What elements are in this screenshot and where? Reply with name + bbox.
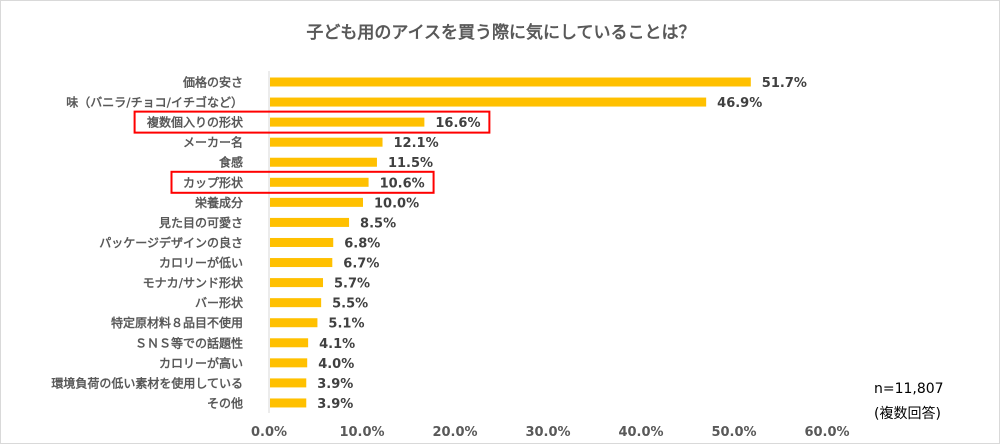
data-label: 16.6% <box>435 116 480 131</box>
data-label: 46.9% <box>717 96 762 111</box>
data-label: 6.7% <box>343 257 379 272</box>
bar <box>270 398 307 408</box>
data-label: 5.1% <box>328 317 364 332</box>
data-label: 4.1% <box>319 337 355 352</box>
category-label: カロリーが高い <box>159 355 243 370</box>
bar <box>270 77 751 87</box>
bar <box>270 117 425 127</box>
sample-size-note: n=11,807 <box>874 381 944 397</box>
bar <box>270 137 383 147</box>
bar <box>270 338 309 348</box>
data-label: 5.7% <box>334 277 370 292</box>
category-label: 特定原材料８品目不使用 <box>111 315 243 330</box>
bar <box>270 197 363 207</box>
data-label: 4.0% <box>318 357 354 372</box>
bar <box>270 298 322 308</box>
bar <box>270 157 377 167</box>
x-tick-label: 10.0% <box>339 425 384 440</box>
bar <box>270 177 369 187</box>
category-label: モナカ/サンド形状 <box>143 275 244 290</box>
multiple-answer-note: (複数回答) <box>874 405 941 422</box>
category-label: 栄養成分 <box>194 195 243 210</box>
data-label: 11.5% <box>388 156 433 171</box>
category-label: 環境負荷の低い素材を使用している <box>51 375 243 390</box>
category-label: メーカー名 <box>183 135 243 150</box>
category-label: 食感 <box>218 155 243 170</box>
category-label: パッケージデザインの良さ <box>99 235 243 250</box>
x-tick-label: 60.0% <box>804 425 849 440</box>
category-label: 見た目の可愛さ <box>158 215 243 230</box>
bar <box>270 378 307 388</box>
bar <box>270 217 350 227</box>
category-label: 複数個入りの形状 <box>146 115 244 130</box>
bar <box>270 258 333 268</box>
data-label: 3.9% <box>317 377 353 392</box>
category-label: 味（バニラ/チョコ/イチゴなど） <box>66 95 243 110</box>
x-tick-label: 0.0% <box>251 425 287 440</box>
category-label: カップ形状 <box>183 175 244 190</box>
category-label: カロリーが低い <box>159 255 243 270</box>
bar <box>270 237 334 247</box>
bar <box>270 358 308 368</box>
data-label: 10.6% <box>380 176 425 191</box>
data-label: 3.9% <box>317 397 353 412</box>
highlight-box <box>170 170 435 194</box>
category-label: バー形状 <box>195 295 244 310</box>
category-label: ＳＮＳ等での話題性 <box>135 335 243 350</box>
bar <box>270 318 318 328</box>
x-tick-label: 20.0% <box>432 425 477 440</box>
data-label: 12.1% <box>394 136 439 151</box>
x-tick-label: 30.0% <box>525 425 570 440</box>
data-label: 10.0% <box>374 196 419 211</box>
category-label: その他 <box>207 395 243 410</box>
highlight-box <box>133 110 491 134</box>
bar <box>270 97 707 107</box>
data-label: 5.5% <box>332 297 368 312</box>
data-label: 51.7% <box>762 76 807 91</box>
data-label: 6.8% <box>344 236 380 251</box>
x-tick-label: 40.0% <box>618 425 663 440</box>
x-tick-label: 50.0% <box>711 425 756 440</box>
category-label: 価格の安さ <box>182 75 243 90</box>
chart-title: 子ども用のアイスを買う際に気にしていることは？ <box>306 22 695 43</box>
data-label: 8.5% <box>360 216 396 231</box>
bar <box>270 278 324 288</box>
